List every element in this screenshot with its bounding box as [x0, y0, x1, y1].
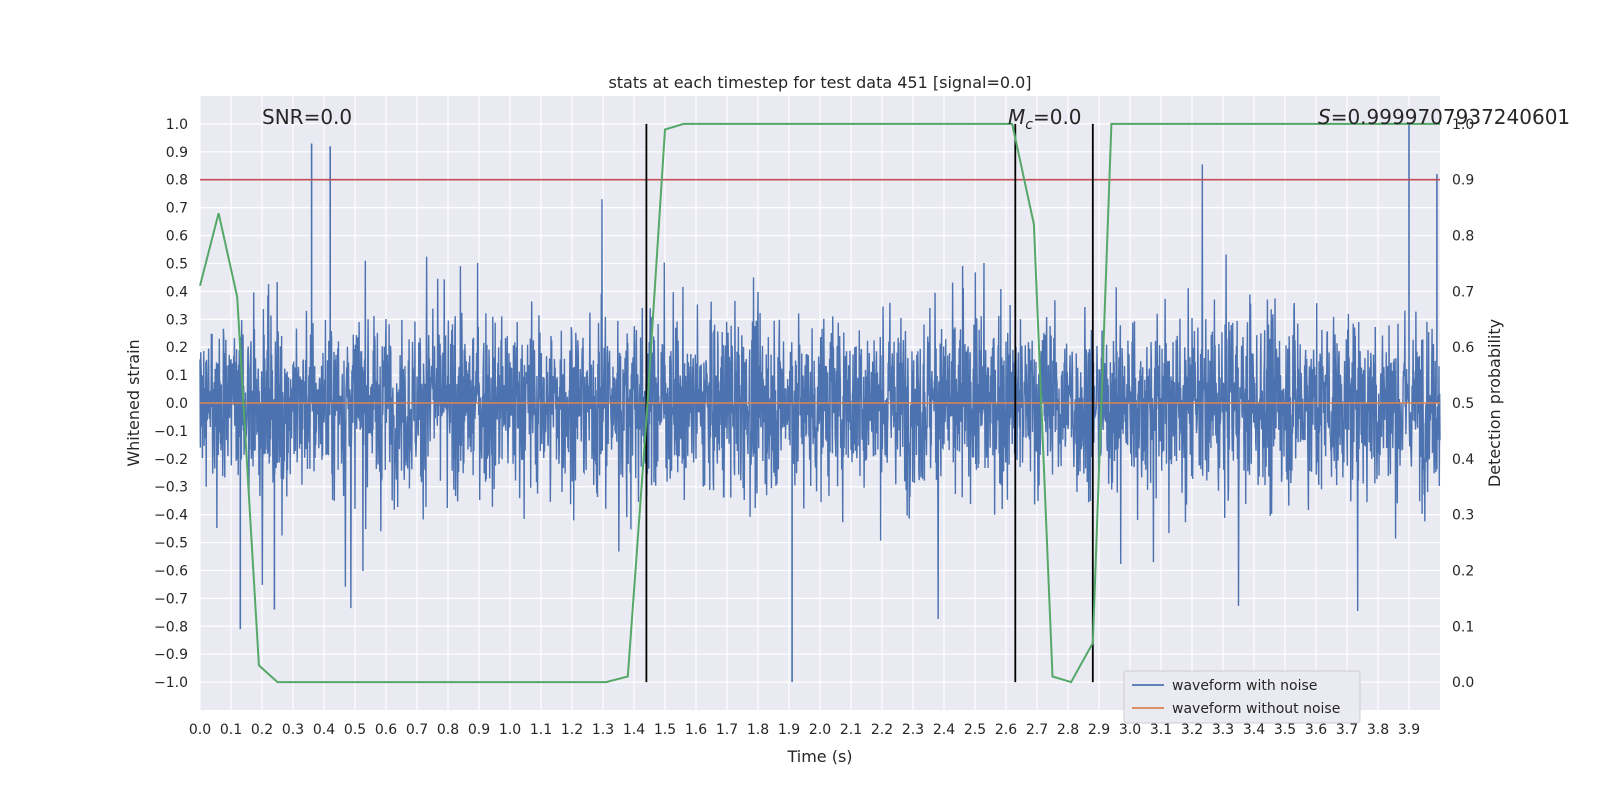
y-tick-label: −0.1 [154, 424, 188, 440]
y2-tick-label: 0.7 [1452, 284, 1474, 300]
y2-tick-labels: 1.0 0.9 0.8 0.7 0.6 0.5 0.4 0.3 0.2 0.1 0.0 [1452, 117, 1474, 691]
y-tick-label: 0.5 [166, 256, 188, 272]
legend-box [1123, 670, 1361, 724]
vertical-lines [645, 123, 1094, 683]
y2-tick-label: 0.4 [1452, 452, 1474, 468]
annotation-s: S=0.9999707937240601 [1318, 105, 1570, 129]
y-tick-label: 0.1 [166, 368, 188, 384]
x-tick-label: 2.1 [840, 722, 862, 738]
x-tick-label: 0.1 [220, 722, 242, 738]
y2-tick-label: 0.2 [1452, 563, 1474, 579]
x-tick-label: 3.8 [1367, 722, 1389, 738]
y-tick-label: −0.9 [154, 647, 188, 663]
x-tick-label: 3.6 [1305, 722, 1327, 738]
y2-tick-label: 0.0 [1452, 675, 1474, 691]
x-tick-label: 2.7 [1026, 722, 1048, 738]
x-tick-labels: 0.0 0.1 0.2 0.3 0.4 0.5 0.6 0.7 0.8 0.9 1.0 1.1 1.2 1… [189, 722, 1420, 738]
y2-tick-label: 0.3 [1452, 508, 1474, 524]
x-tick-label: 1.3 [592, 722, 614, 738]
y-tick-label: −0.8 [154, 619, 188, 635]
x-tick-label: 1.1 [530, 722, 552, 738]
x-tick-label: 2.5 [964, 722, 986, 738]
x-tick-label: 1.9 [778, 722, 800, 738]
y-tick-label: −1.0 [154, 675, 188, 691]
y-tick-label: −0.7 [154, 591, 188, 607]
x-tick-label: 0.7 [406, 722, 428, 738]
y2-tick-label: 0.1 [1452, 619, 1474, 635]
x-tick-label: 3.0 [1119, 722, 1141, 738]
x-axis-label: Time (s) [786, 747, 852, 766]
x-tick-label: 3.9 [1398, 722, 1420, 738]
legend-label-noise: waveform with noise [1172, 678, 1317, 694]
y-tick-label: −0.4 [154, 508, 188, 524]
y-tick-label: 1.0 [166, 117, 188, 133]
y2-tick-label: 0.9 [1452, 173, 1474, 189]
y-tick-label: 0.2 [166, 340, 188, 356]
annotation-snr: SNR=0.0 [262, 105, 352, 129]
x-tick-label: 2.2 [871, 722, 893, 738]
x-tick-label: 0.9 [468, 722, 490, 738]
series-waveform-with-noise [199, 123, 1441, 683]
y2-tick-label: 0.5 [1452, 396, 1474, 412]
y2-axis-label: Detection probability [1485, 319, 1504, 487]
x-tick-label: 0.6 [375, 722, 397, 738]
y-tick-label: −0.5 [154, 536, 188, 552]
x-tick-label: 2.9 [1088, 722, 1110, 738]
y-tick-label: −0.3 [154, 480, 188, 496]
x-tick-label: 0.4 [313, 722, 335, 738]
series-detection-probability [199, 122, 1440, 684]
x-tick-label: 1.6 [685, 722, 707, 738]
x-tick-label: 3.5 [1274, 722, 1296, 738]
x-tick-label: 2.6 [995, 722, 1017, 738]
y-tick-label: −0.2 [154, 452, 188, 468]
x-tick-label: 3.7 [1336, 722, 1358, 738]
x-tick-label: 0.2 [251, 722, 273, 738]
annotation-chirp-mass: Mc=0.0 [1008, 105, 1082, 133]
y2-tick-label: 0.6 [1452, 340, 1474, 356]
y2-tick-label: 1.0 [1452, 117, 1474, 133]
y-axis-label: Whitened strain [124, 339, 143, 466]
x-tick-label: 1.0 [499, 722, 521, 738]
x-tick-label: 3.3 [1212, 722, 1234, 738]
x-tick-label: 2.8 [1057, 722, 1079, 738]
x-tick-label: 3.4 [1243, 722, 1265, 738]
x-tick-label: 1.7 [716, 722, 738, 738]
legend: waveform with noise waveform without noi… [1123, 670, 1361, 724]
x-tick-label: 3.1 [1150, 722, 1172, 738]
x-tick-label: 1.5 [654, 722, 676, 738]
x-tick-label: 2.3 [902, 722, 924, 738]
y-tick-label: 0.6 [166, 229, 188, 245]
y-tick-label: 0.0 [166, 396, 188, 412]
noise-trace [199, 164, 1441, 619]
y2-tick-label: 0.8 [1452, 229, 1474, 245]
x-tick-label: 2.4 [933, 722, 955, 738]
y-tick-label: 0.4 [166, 284, 188, 300]
x-tick-label: 0.0 [189, 722, 211, 738]
y-tick-labels: 1.0 0.9 0.8 0.7 0.6 0.5 0.4 0.3 0.2 0.1 0.0 −0.1 −0.… [154, 117, 188, 691]
x-tick-label: 1.8 [747, 722, 769, 738]
y-tick-label: −0.6 [154, 563, 188, 579]
y-tick-label: 0.9 [166, 145, 188, 161]
y-tick-label: 0.3 [166, 312, 188, 328]
x-tick-label: 0.3 [282, 722, 304, 738]
x-tick-label: 0.8 [437, 722, 459, 738]
probability-trace [199, 122, 1440, 684]
x-tick-label: 3.2 [1181, 722, 1203, 738]
x-tick-label: 2.0 [809, 722, 831, 738]
y-tick-label: 0.8 [166, 173, 188, 189]
chart-title: stats at each timestep for test data 451… [608, 73, 1031, 92]
x-tick-label: 0.5 [344, 722, 366, 738]
x-tick-label: 1.4 [623, 722, 645, 738]
x-tick-label: 1.2 [561, 722, 583, 738]
y-tick-label: 0.7 [166, 201, 188, 217]
legend-label-clean: waveform without noise [1172, 701, 1340, 717]
